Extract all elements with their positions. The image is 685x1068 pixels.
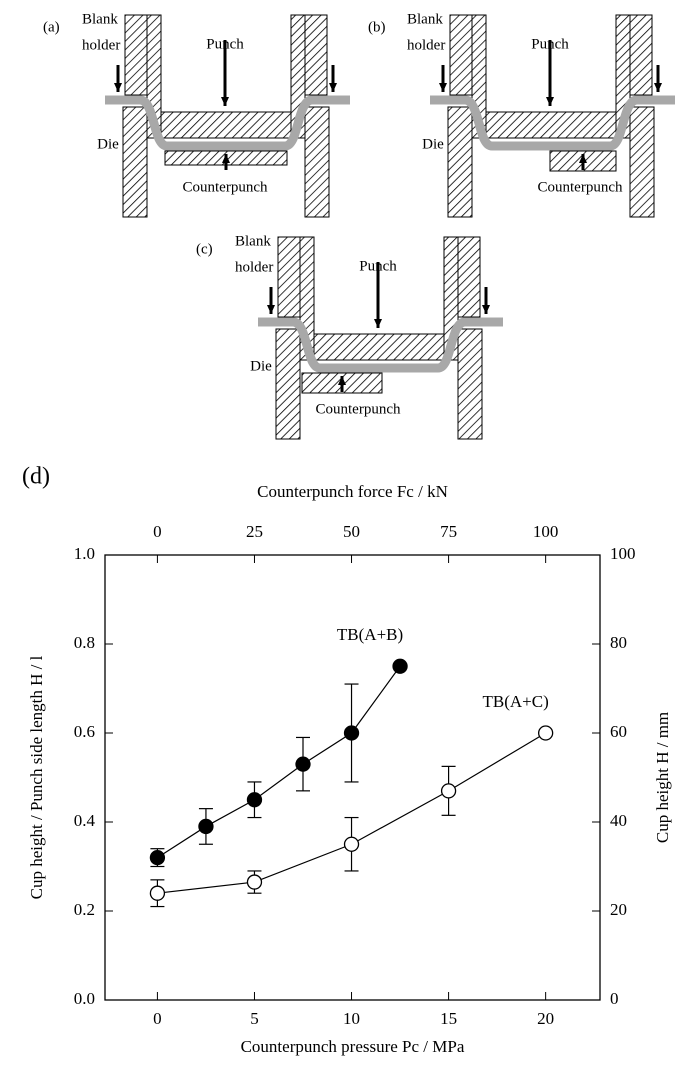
y2-tick-label: 80 [610, 633, 627, 652]
x-tick-label: 5 [250, 1009, 259, 1028]
panel-label: (d) [22, 464, 50, 490]
counterpunch-label: Counterpunch [538, 179, 623, 195]
blank-holder [124, 14, 148, 96]
holder-arrow-head [329, 83, 337, 92]
data-point [198, 818, 214, 835]
data-point [246, 792, 263, 808]
x-axis-label: Counterpunch pressure Pc / MPa [241, 1037, 465, 1056]
y2-tick-label: 20 [610, 900, 627, 919]
y2-axis-label: Cup height H / mm [653, 712, 672, 843]
holder-arrow-head [114, 83, 122, 92]
punch-face [485, 111, 617, 139]
data-point [295, 756, 311, 772]
blank-holder-label: holder [407, 37, 445, 53]
die [457, 328, 483, 440]
punch-label: Punch [206, 36, 244, 52]
blank-holder-label: holder [235, 259, 273, 275]
blank-holder-label: Blank [82, 11, 118, 27]
diagram: (b) Blank holder Punch Die Counterpunch [368, 11, 675, 218]
x-tick-label: 0 [153, 1009, 162, 1028]
blank-holder [457, 236, 481, 318]
x2-tick-label: 25 [246, 522, 263, 541]
y2-tick-label: 60 [610, 722, 627, 741]
series-label: TB(A+B) [337, 625, 403, 644]
diagram-label: (a) [43, 19, 60, 35]
counterpunch-arrow-head [338, 376, 346, 385]
die [275, 328, 301, 440]
y2-tick-label: 40 [610, 811, 627, 830]
y-tick-label: 0.8 [74, 633, 95, 652]
data-point [537, 725, 554, 741]
die-label: Die [97, 136, 119, 152]
sheet [258, 317, 503, 373]
x2-tick-label: 0 [153, 522, 162, 541]
y2-tick-label: 100 [610, 544, 636, 563]
diagram: (c) Blank holder Punch Die Counterpunch [196, 233, 503, 440]
data-point [149, 849, 166, 866]
data-point [343, 836, 360, 852]
counterpunch-label: Counterpunch [183, 179, 268, 195]
data-point [343, 725, 360, 741]
data-point [392, 658, 408, 674]
data-point [149, 885, 166, 901]
blank-holder [629, 14, 653, 96]
diagram: (a) Blank holder Punch Die Counterpunch [43, 11, 350, 218]
holder-arrow-head [482, 305, 490, 314]
punch-arrow-head [546, 97, 554, 106]
x-tick-label: 15 [440, 1009, 457, 1028]
series-label: TB(A+C) [483, 692, 549, 711]
blank-holder-label: holder [82, 37, 120, 53]
punch-label: Punch [359, 258, 397, 274]
diagram-label: (c) [196, 241, 213, 257]
die-label: Die [422, 136, 444, 152]
punch-face [160, 111, 292, 139]
punch-face [313, 333, 445, 361]
die-label: Die [250, 358, 272, 374]
die [629, 106, 655, 218]
x-tick-label: 20 [537, 1009, 554, 1028]
x2-tick-label: 50 [343, 522, 360, 541]
y-tick-label: 0.4 [74, 811, 96, 830]
y-axis-label: Cup height / Punch side length H / l [27, 655, 46, 899]
x2-tick-label: 75 [440, 522, 457, 541]
data-point [440, 783, 457, 799]
series-line [157, 665, 401, 859]
punch-arrow-head [221, 97, 229, 106]
blank-holder [449, 14, 473, 96]
punch-arrow-head [374, 319, 382, 328]
x-tick-label: 10 [343, 1009, 360, 1028]
sheet [105, 95, 350, 151]
die [122, 106, 148, 218]
diagram-label: (b) [368, 19, 386, 35]
holder-arrow-head [267, 305, 275, 314]
y-tick-label: 1.0 [74, 544, 95, 563]
y-tick-label: 0.0 [74, 989, 95, 1008]
blank-holder-label: Blank [235, 233, 271, 249]
counterpunch-arrow-head [579, 154, 587, 163]
plot-frame [104, 554, 601, 1001]
holder-arrow-head [654, 83, 662, 92]
blank-holder [304, 14, 328, 96]
die [447, 106, 473, 218]
counterpunch-label: Counterpunch [316, 401, 401, 417]
x2-axis-label: Counterpunch force Fc / kN [257, 482, 448, 501]
punch-label: Punch [531, 36, 569, 52]
holder-arrow-head [439, 83, 447, 92]
die [304, 106, 330, 218]
counterpunch-arrow-head [222, 154, 230, 163]
blank-holder [277, 236, 301, 318]
y-tick-label: 0.2 [74, 900, 95, 919]
data-point [246, 874, 263, 890]
y-tick-label: 0.6 [74, 722, 95, 741]
blank-holder-label: Blank [407, 11, 443, 27]
y2-tick-label: 0 [610, 989, 619, 1008]
x2-tick-label: 100 [533, 522, 559, 541]
sheet [430, 95, 675, 151]
